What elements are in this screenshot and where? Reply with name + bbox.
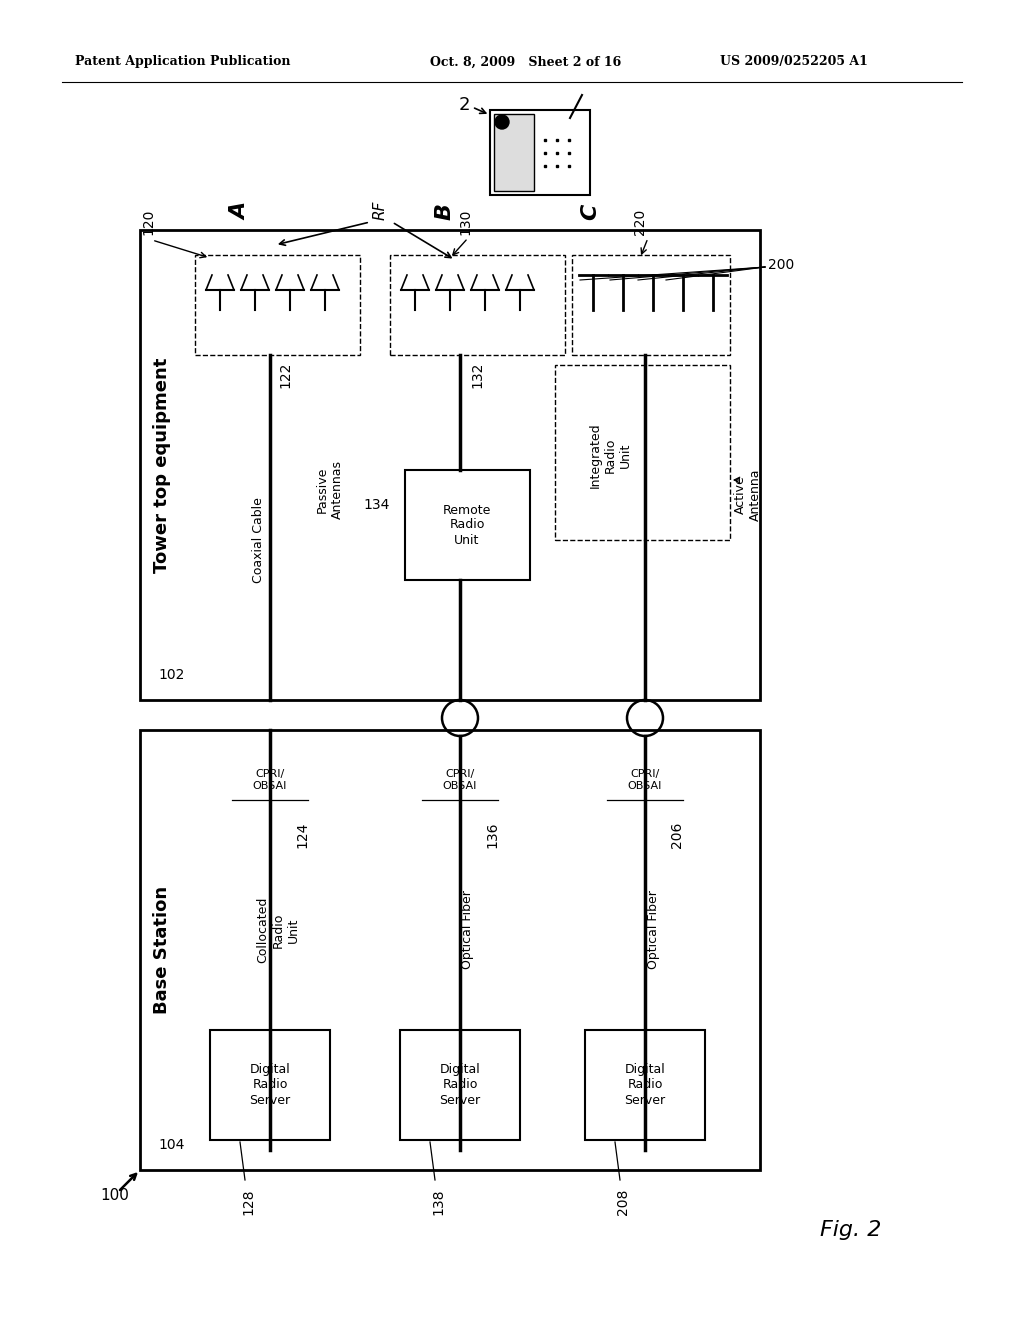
Text: Optical Fiber: Optical Fiber [646,891,659,969]
Bar [585,1030,705,1140]
Bar [572,255,730,355]
Bar [195,255,360,355]
Text: B: B [435,203,455,220]
Text: Digital
Radio
Server: Digital Radio Server [439,1064,480,1106]
Text: 2: 2 [459,96,470,114]
Text: Tower top equipment: Tower top equipment [153,358,171,573]
Text: 100: 100 [100,1188,129,1203]
Bar [390,255,565,355]
Text: US 2009/0252205 A1: US 2009/0252205 A1 [720,55,868,69]
Bar [210,1030,330,1140]
Circle shape [495,115,509,129]
Bar [400,1030,520,1140]
Text: Active
Antenna: Active Antenna [734,469,762,521]
Text: 122: 122 [278,362,292,388]
Bar [490,110,590,195]
Text: Remote
Radio
Unit: Remote Radio Unit [442,503,492,546]
Text: Coaxial Cable: Coaxial Cable [252,498,264,583]
Bar [140,730,760,1170]
Text: Fig. 2: Fig. 2 [820,1220,882,1239]
Text: C: C [580,203,600,220]
Text: CPRI/
OBSAI: CPRI/ OBSAI [253,770,287,791]
Bar [140,230,760,700]
Text: 104: 104 [158,1138,184,1152]
Text: Optical Fiber: Optical Fiber [462,891,474,969]
Text: Base Station: Base Station [153,886,171,1014]
Bar [406,470,530,579]
Text: Patent Application Publication: Patent Application Publication [75,55,291,69]
Text: 134: 134 [364,498,390,512]
Text: Integrated
Radio
Unit: Integrated Radio Unit [589,422,632,488]
Text: 136: 136 [485,822,499,849]
Text: Digital
Radio
Server: Digital Radio Server [250,1064,291,1106]
Text: A: A [230,203,250,220]
Text: 124: 124 [295,822,309,849]
Text: Digital
Radio
Server: Digital Radio Server [625,1064,666,1106]
Text: Collocated
Radio
Unit: Collocated Radio Unit [256,896,299,964]
Text: 132: 132 [470,362,484,388]
Text: 130: 130 [458,209,472,235]
Text: 138: 138 [431,1189,445,1216]
Text: 128: 128 [241,1189,255,1216]
Text: CPRI/
OBSAI: CPRI/ OBSAI [442,770,477,791]
Bar [555,366,730,540]
Text: 220: 220 [633,209,647,235]
Bar [494,114,534,191]
Text: Oct. 8, 2009   Sheet 2 of 16: Oct. 8, 2009 Sheet 2 of 16 [430,55,622,69]
Text: Passive
Antennas: Passive Antennas [316,461,344,520]
Text: 208: 208 [616,1189,630,1216]
Text: RF: RF [373,201,387,220]
Text: 120: 120 [141,209,155,235]
Text: 200: 200 [768,257,795,272]
Text: 102: 102 [158,668,184,682]
Text: CPRI/
OBSAI: CPRI/ OBSAI [628,770,663,791]
Text: 206: 206 [670,822,684,849]
